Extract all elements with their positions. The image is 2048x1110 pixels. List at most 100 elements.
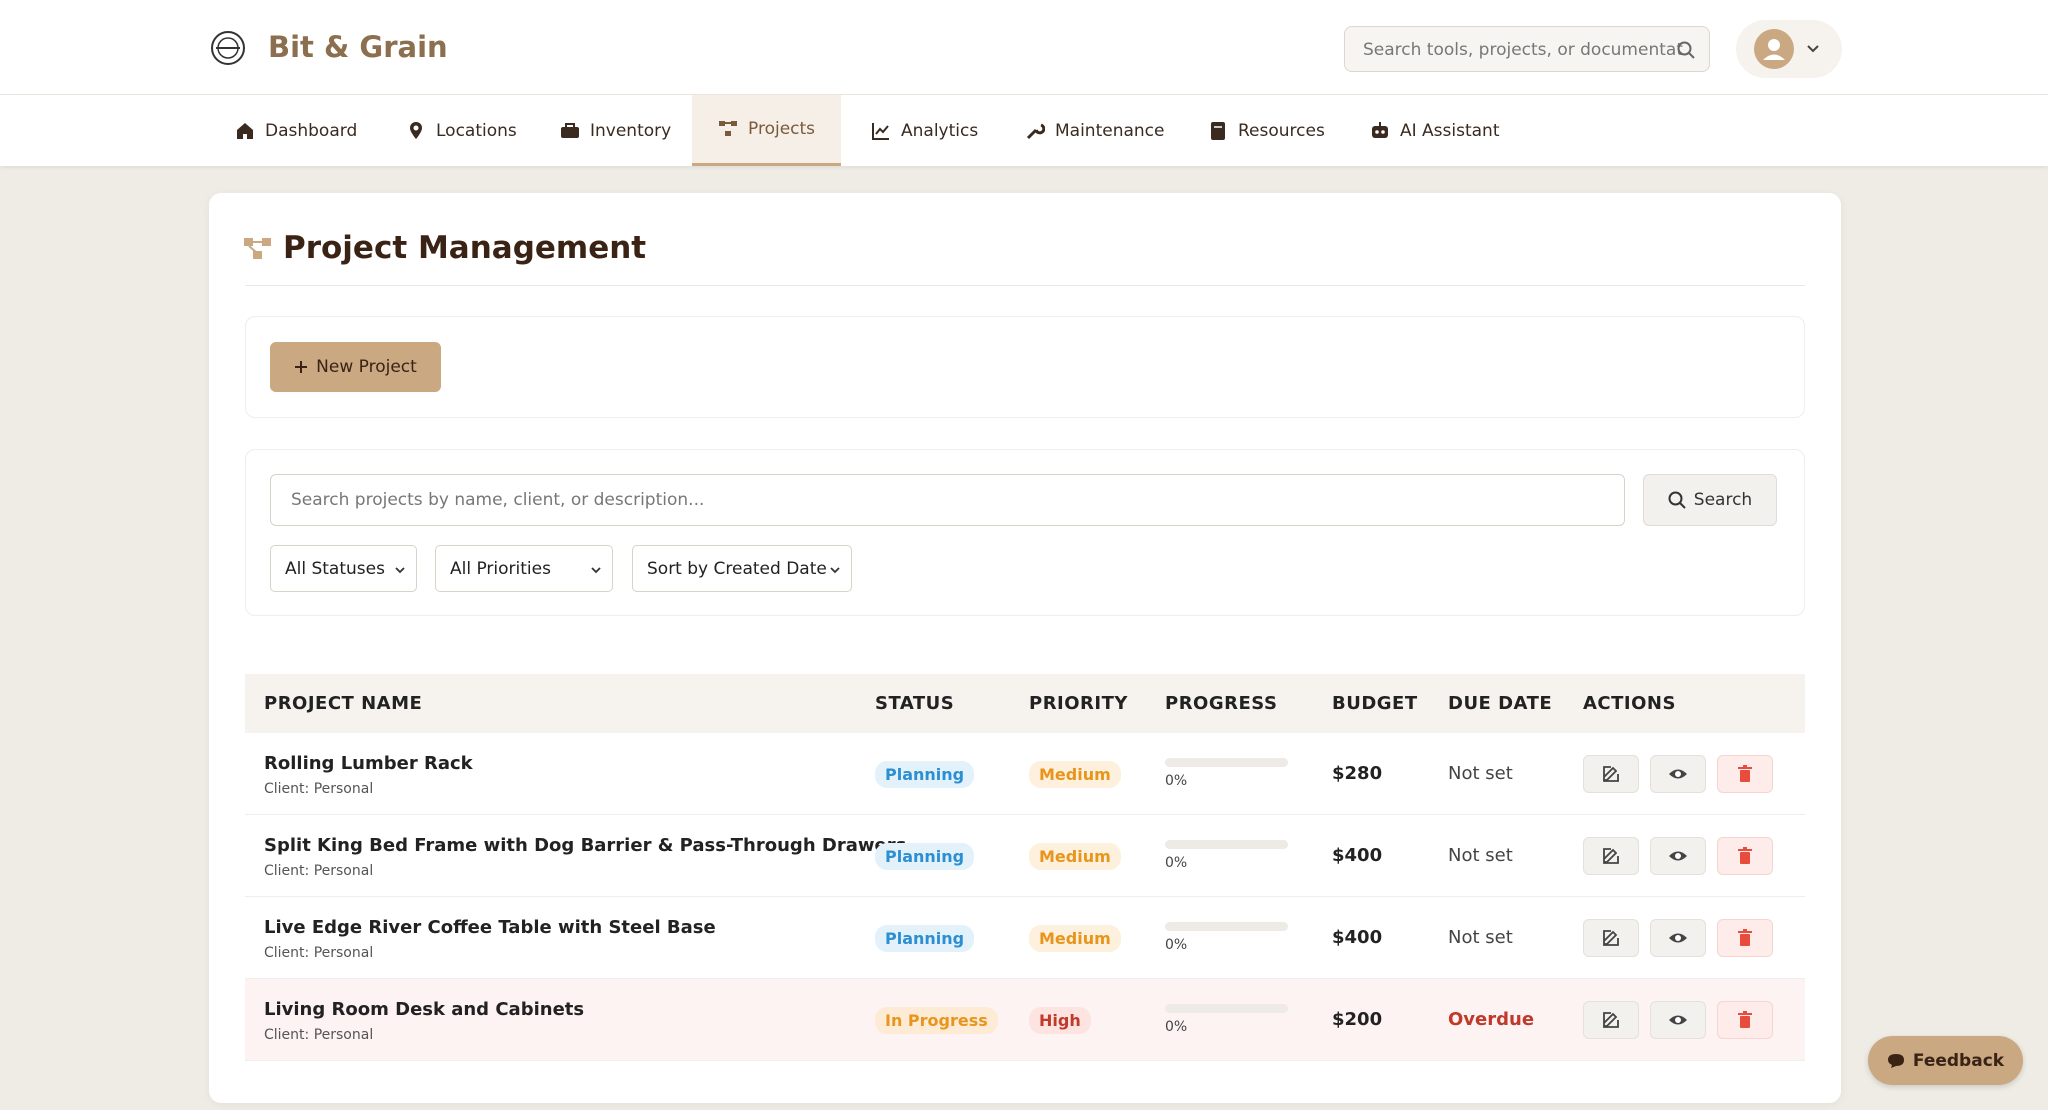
budget: $280 [1332,763,1383,784]
column-header: PRIORITY [1029,693,1128,714]
nav-icon [1211,121,1225,140]
table-header [245,674,1805,733]
select-label: All Priorities [450,559,551,579]
nav-icon [561,122,579,138]
nav-label: Inventory [590,120,672,141]
nav-item[interactable]: Locations [380,95,543,166]
project-name[interactable]: Live Edge River Coffee Table with Steel … [264,917,716,938]
nav-label: Projects [748,119,816,139]
project-name[interactable]: Rolling Lumber Rack [264,753,473,774]
column-header: ACTIONS [1583,693,1676,714]
user-menu[interactable] [1736,20,1842,78]
table-row [245,897,1805,979]
header: Bit & Grain Search tools, projects, or d… [0,0,2048,95]
delete-button[interactable] [1717,837,1773,875]
priority-filter[interactable]: All Priorities [435,545,613,592]
button-label: Search [1693,490,1753,510]
nav-item[interactable]: Resources [1182,95,1351,166]
action-icon [1738,847,1752,864]
progress-text: 0% [1165,773,1188,789]
client: Client: Personal [264,863,374,879]
status-badge: In Progress [875,1007,998,1034]
nav-label: Maintenance [1055,120,1165,141]
status-badge: Planning [875,761,975,788]
search-placeholder: Search tools, projects, or documentat [1363,40,1683,60]
nav-item[interactable]: Analytics [845,95,1004,166]
view-button[interactable] [1650,837,1706,875]
due-date: Not set [1448,927,1513,948]
nav-label: Dashboard [265,120,358,141]
view-button[interactable] [1650,1001,1706,1039]
nav-item[interactable]: Projects [692,95,842,166]
priority-badge: High [1029,1007,1091,1034]
progress-text: 0% [1165,855,1188,871]
nav-icon [237,122,253,139]
table-row [245,815,1805,897]
due-date: Not set [1448,845,1513,866]
global-search[interactable]: Search tools, projects, or documentat [1344,26,1710,72]
select-label: Sort by Created Date [647,559,827,579]
column-header: BUDGET [1332,693,1418,714]
project-name[interactable]: Split King Bed Frame with Dog Barrier & … [264,835,907,856]
action-icon [1669,933,1687,943]
nav-item[interactable]: Inventory [534,95,697,166]
nav-item[interactable]: Maintenance [999,95,1190,166]
edit-button[interactable] [1583,1001,1639,1039]
search-button[interactable]: Search [1643,474,1777,526]
nav-label: AI Assistant [1400,120,1500,141]
action-icon [1738,1011,1752,1028]
edit-button[interactable] [1583,837,1639,875]
new-project-button[interactable]: New Project [270,342,441,392]
nav-label: Resources [1238,120,1325,141]
filter-panel [245,449,1805,616]
due-date: Not set [1448,763,1513,784]
priority-badge: Medium [1029,843,1121,870]
action-icon [1603,766,1619,782]
action-icon [1603,1012,1619,1028]
button-label: New Project [316,357,417,377]
action-icon [1603,848,1619,864]
view-button[interactable] [1650,919,1706,957]
divider [245,285,1805,286]
column-header: DUE DATE [1448,693,1553,714]
due-date: Overdue [1448,1009,1535,1030]
placeholder: Search projects by name, client, or desc… [291,490,705,510]
progress-text: 0% [1165,937,1188,953]
edit-button[interactable] [1583,755,1639,793]
select-label: All Statuses [285,559,385,579]
feedback-button[interactable]: Feedback [1868,1036,2023,1085]
nav-item[interactable]: AI Assistant [1344,95,1526,166]
avatar [1754,29,1794,69]
progress-track [1165,840,1288,849]
logo[interactable] [210,30,246,66]
delete-button[interactable] [1717,755,1773,793]
actions-panel [245,316,1805,418]
action-icon [1669,769,1687,779]
delete-button[interactable] [1717,1001,1773,1039]
sort-select[interactable]: Sort by Created Date [632,545,852,592]
projects-icon [244,238,271,259]
chevron [591,567,601,574]
brand[interactable]: Bit & Grain [268,30,448,64]
delete-button[interactable] [1717,919,1773,957]
nav-item[interactable]: Dashboard [209,95,383,166]
project-search-input[interactable]: Search projects by name, client, or desc… [270,474,1625,526]
chevron [830,567,840,574]
nav-label: Locations [436,120,517,141]
table-row [245,979,1805,1061]
client: Client: Personal [264,781,374,797]
edit-button[interactable] [1583,919,1639,957]
priority-badge: Medium [1029,761,1121,788]
table-row [245,733,1805,815]
status-badge: Planning [875,925,975,952]
project-name[interactable]: Living Room Desk and Cabinets [264,999,585,1020]
status-filter[interactable]: All Statuses [270,545,417,592]
chevron [1807,45,1819,53]
search-icon [1677,41,1695,59]
view-button[interactable] [1650,755,1706,793]
progress-track [1165,922,1288,931]
column-header: STATUS [875,693,955,714]
nav-icon [1026,123,1045,139]
progress-text: 0% [1165,1019,1188,1035]
